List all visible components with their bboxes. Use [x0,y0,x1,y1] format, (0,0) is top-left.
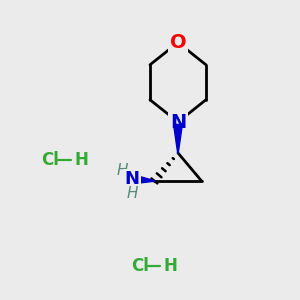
Text: N: N [170,112,186,131]
Text: O: O [170,33,186,52]
Text: H: H [116,163,128,178]
Text: Cl: Cl [131,257,149,275]
Text: H: H [127,186,138,201]
Text: Cl: Cl [41,151,59,169]
Text: N: N [125,170,140,188]
Text: H: H [74,151,88,169]
Text: H: H [164,257,178,275]
Polygon shape [135,175,154,184]
Polygon shape [174,124,182,153]
